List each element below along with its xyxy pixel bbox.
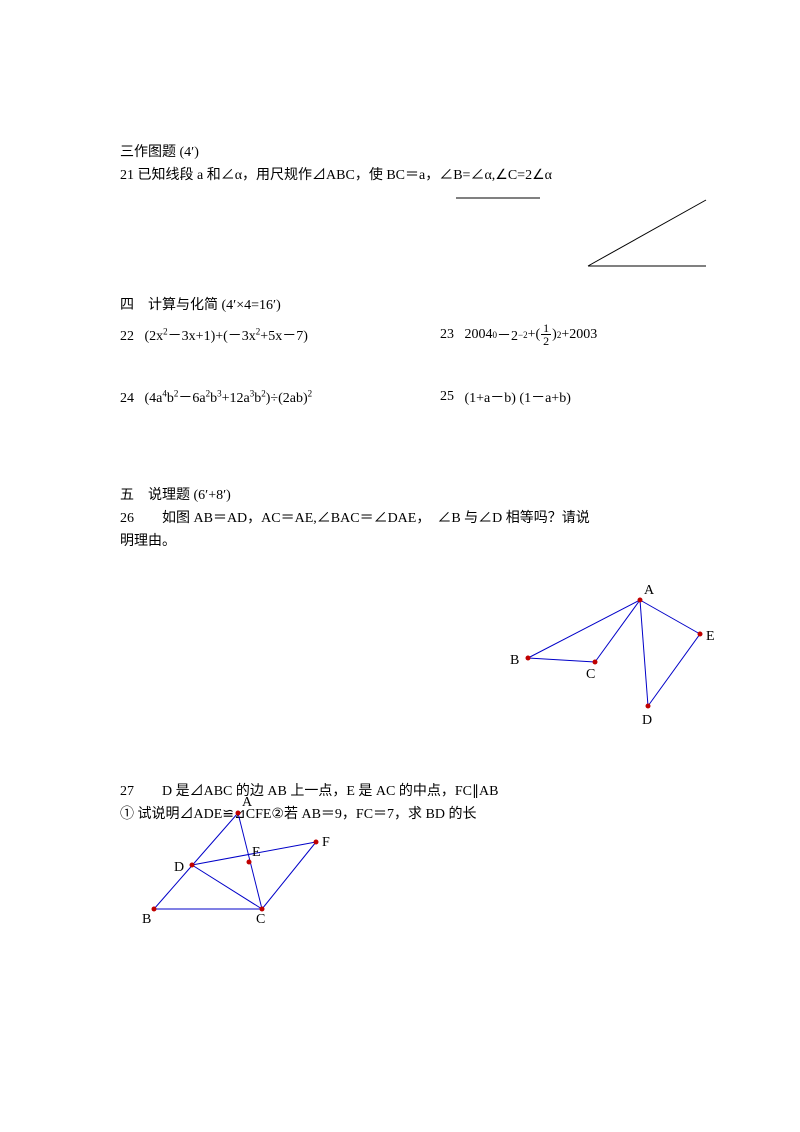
svg-text:E: E [252, 845, 261, 860]
figure-q27: A B C D E F [0, 0, 800, 940]
svg-text:F: F [322, 835, 330, 850]
svg-text:D: D [174, 860, 184, 875]
svg-text:C: C [256, 912, 265, 927]
svg-text:B: B [142, 912, 151, 927]
svg-text:A: A [242, 795, 253, 810]
